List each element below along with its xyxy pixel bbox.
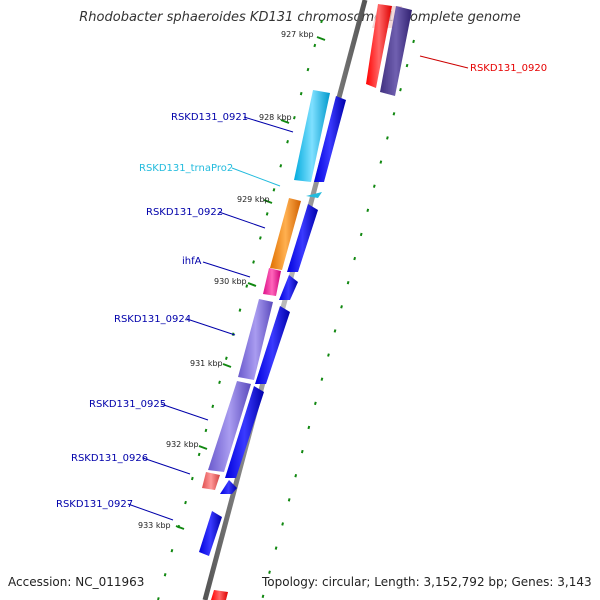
tick-label-933: 933 kbp — [138, 521, 171, 530]
tick-mark-930 — [247, 282, 257, 287]
tick-label-930: 930 kbp — [214, 277, 247, 286]
tick-mark-928 — [280, 119, 290, 124]
tick-mark-929 — [263, 199, 273, 204]
gene-label-0926[interactable]: RSKD131_0926 — [71, 453, 148, 464]
gene-label-0922[interactable]: RSKD131_0922 — [146, 207, 223, 218]
callout-line-0922 — [218, 211, 266, 229]
callout-line-0924 — [186, 318, 236, 336]
tick-label-927: 927 kbp — [281, 30, 314, 39]
tick-label-931: 931 kbp — [190, 359, 223, 368]
gene-label-0925[interactable]: RSKD131_0925 — [89, 399, 166, 410]
gene-block-bottom-red[interactable] — [211, 590, 228, 600]
gene-label-0924[interactable]: RSKD131_0924 — [114, 314, 191, 325]
tick-marks — [175, 36, 326, 530]
gene-label-0927[interactable]: RSKD131_0927 — [56, 499, 133, 510]
gc-track-left — [157, 19, 323, 600]
gene-arrow-0924-forward[interactable] — [255, 306, 290, 384]
topology-text: Topology: circular; Length: 3,152,792 bp… — [262, 575, 592, 589]
gene-label-0921[interactable]: RSKD131_0921 — [171, 112, 248, 123]
gene-block-ihfA[interactable] — [263, 268, 281, 296]
tick-mark-927 — [316, 36, 326, 41]
tick-label-932: 932 kbp — [166, 440, 199, 449]
tick-mark-933 — [175, 525, 185, 530]
tick-label-929: 929 kbp — [237, 195, 270, 204]
gene-arrow-trnaPro2[interactable] — [306, 192, 322, 198]
callout-line-ihfA — [202, 261, 251, 278]
gene-label-trnaPro2[interactable]: RSKD131_trnaPro2 — [139, 163, 233, 174]
tick-mark-931 — [222, 363, 232, 368]
tick-label-928: 928 kbp — [259, 113, 292, 122]
gene-block-0924[interactable] — [238, 299, 273, 380]
gene-block-0925[interactable] — [208, 381, 251, 472]
gene-label-ihfA[interactable]: ihfA — [182, 256, 202, 267]
gene-arrow-0926-forward[interactable] — [220, 480, 237, 494]
gene-arrow-0922-forward[interactable] — [287, 204, 318, 272]
callout-line-0921 — [243, 116, 294, 133]
gene-block-0921[interactable] — [294, 90, 330, 182]
gene-block-0922[interactable] — [270, 198, 301, 270]
callout-line-0926 — [142, 457, 191, 475]
gene-block-0920-red[interactable] — [366, 4, 392, 88]
callout-line-0920 — [419, 55, 469, 69]
gene-arrow-0921-forward[interactable] — [314, 96, 346, 182]
gene-label-0920[interactable]: RSKD131_0920 — [470, 63, 547, 74]
tick-mark-932 — [198, 445, 208, 450]
callout-line-trnaPro2 — [231, 167, 281, 187]
callout-lines — [127, 55, 469, 521]
gene-arrow-0925-forward[interactable] — [225, 386, 264, 478]
callout-line-0925 — [160, 403, 209, 421]
gene-arrow-0927-forward[interactable] — [199, 511, 222, 556]
accession-text: Accession: NC_011963 — [8, 575, 145, 589]
callout-line-0927 — [127, 503, 174, 521]
gene-block-0926[interactable] — [202, 472, 220, 490]
gene-block-0920-navy[interactable] — [380, 6, 412, 96]
gene-arrow-ihfA-forward[interactable] — [279, 275, 298, 300]
